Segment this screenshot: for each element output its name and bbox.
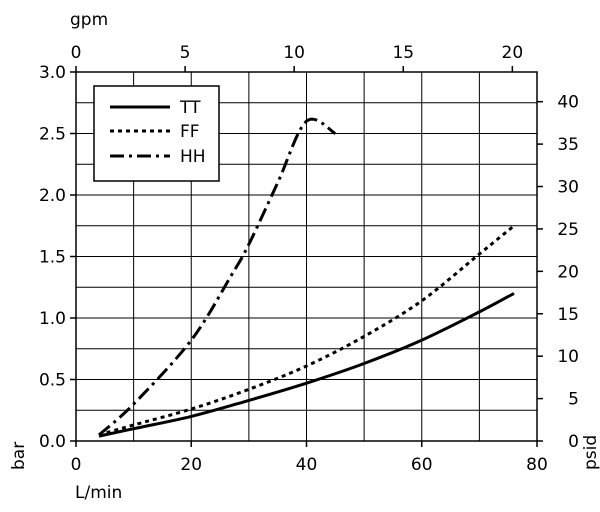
tick-labels: 0 20 40 60 800.00.51.01.52.02.53.00 5 10 15 2005… <box>39 43 579 475</box>
x-tick-label: 40 <box>296 455 318 475</box>
tick-marks <box>70 66 543 447</box>
y-right-tick-label: 5 <box>568 390 579 410</box>
x-tick-label: 20 <box>180 455 202 475</box>
y-right-tick-label: 0 <box>568 432 579 452</box>
series-line-hh <box>97 117 337 437</box>
legend-label-ff: FF <box>180 122 200 142</box>
x-tick-label: 80 <box>526 455 548 475</box>
y-axis-label: bar <box>9 442 29 470</box>
y-tick-label: 3.0 <box>39 63 66 83</box>
y-right-tick-label: 15 <box>557 305 579 325</box>
y-tick-label: 0.0 <box>39 432 66 452</box>
legend-box <box>93 85 220 182</box>
series-lines <box>97 117 515 438</box>
y-right-tick-label: 30 <box>557 178 579 198</box>
y-right-tick-label: 35 <box>557 135 579 155</box>
y-right-tick-label: 10 <box>557 347 579 367</box>
y-tick-label: 1.0 <box>39 309 66 329</box>
y-tick-label: 0.5 <box>39 371 66 391</box>
y-right-tick-label: 25 <box>557 220 579 240</box>
x-top-tick-label: 0 <box>71 43 82 63</box>
y-tick-label: 2.5 <box>39 125 66 145</box>
x-top-tick-label: 5 <box>180 43 191 63</box>
y-right-tick-label: 40 <box>557 93 579 113</box>
x-tick-label: 60 <box>411 455 433 475</box>
x-axis-label: L/min <box>75 483 122 503</box>
legend-label-tt: TT <box>179 98 201 118</box>
x-top-tick-label: 20 <box>502 43 524 63</box>
y-right-axis-label: psid <box>581 435 600 470</box>
legend: TT FF HH <box>93 85 220 182</box>
grid-lines <box>76 72 537 441</box>
x-top-tick-label: 10 <box>283 43 305 63</box>
y-tick-label: 2.0 <box>39 186 66 206</box>
x-top-axis-label: gpm <box>70 10 108 30</box>
legend-label-hh: HH <box>180 147 206 167</box>
series-line-tt <box>98 292 515 438</box>
x-top-tick-label: 15 <box>392 43 414 63</box>
y-tick-label: 1.5 <box>39 248 66 268</box>
x-tick-label: 0 <box>71 455 82 475</box>
y-right-tick-label: 20 <box>557 262 579 282</box>
